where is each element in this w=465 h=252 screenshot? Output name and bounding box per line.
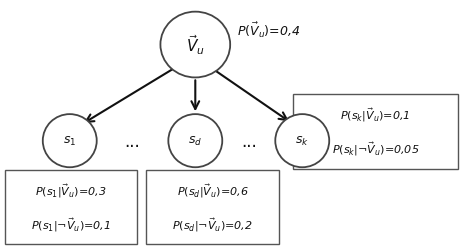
Ellipse shape [43,115,97,168]
Ellipse shape [168,115,222,168]
Ellipse shape [275,115,329,168]
Text: $P(s_d|\neg\vec{V}_u)$=0,2: $P(s_d|\neg\vec{V}_u)$=0,2 [173,215,253,233]
Text: $P(s_d|\vec{V}_u)$=0,6: $P(s_d|\vec{V}_u)$=0,6 [177,181,249,199]
FancyBboxPatch shape [5,170,137,244]
Text: $P(s_k|\vec{V}_u)$=0,1: $P(s_k|\vec{V}_u)$=0,1 [340,106,411,123]
Text: $s_d$: $s_d$ [188,135,202,148]
FancyBboxPatch shape [293,94,458,169]
FancyBboxPatch shape [146,170,279,244]
Text: $P(s_k|\neg\vec{V}_u)$=0,05: $P(s_k|\neg\vec{V}_u)$=0,05 [332,140,419,158]
Text: $P(s_1|\neg\vec{V}_u)$=0,1: $P(s_1|\neg\vec{V}_u)$=0,1 [31,215,111,233]
Text: $P(\vec{V}_u)$=0,4: $P(\vec{V}_u)$=0,4 [237,21,300,40]
Text: $s_k$: $s_k$ [295,135,309,148]
Text: $s_1$: $s_1$ [63,135,76,148]
Text: ...: ... [125,132,140,150]
Text: $\vec{V}_u$: $\vec{V}_u$ [186,34,205,57]
Text: $P(s_1|\vec{V}_u)$=0,3: $P(s_1|\vec{V}_u)$=0,3 [35,181,106,199]
Text: ...: ... [241,132,257,150]
Ellipse shape [160,13,230,78]
